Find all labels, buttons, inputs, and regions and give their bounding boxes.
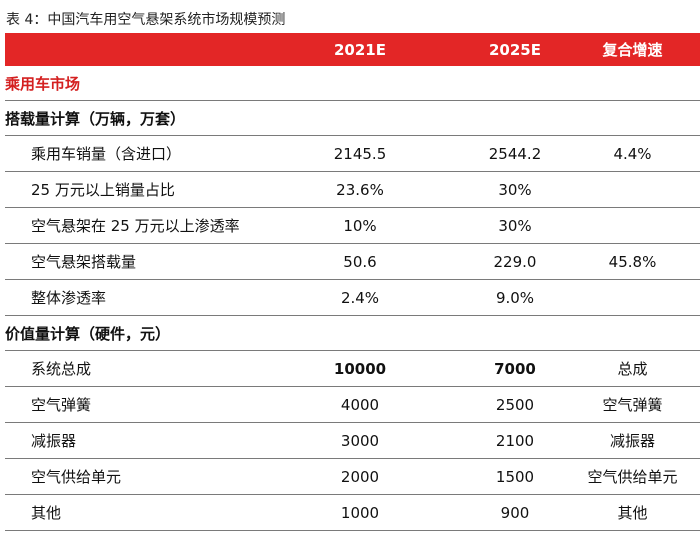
value-2021e: 50.6 bbox=[343, 252, 377, 271]
table-header-row: 2021E 2025E 复合增速 bbox=[5, 33, 700, 66]
value-2021e: 2.4% bbox=[340, 288, 380, 307]
table-row: 乘用车销量（含进口） 2145.5 2544.2 4.4% bbox=[5, 136, 700, 172]
table-row: 空气供给单元 2000 1500 空气供给单元 bbox=[5, 459, 700, 495]
section-row-value-calc: 价值量计算（硬件，元） bbox=[5, 316, 700, 351]
value-2025e: 30% bbox=[498, 180, 532, 199]
table-row: 整体渗透率 2.4% 9.0% bbox=[5, 280, 700, 316]
value-2021e: 10% bbox=[343, 216, 377, 235]
table-row: 空气悬架在 25 万元以上渗透率 10% 30% bbox=[5, 208, 700, 244]
value-2021e: 2000 bbox=[340, 467, 380, 486]
value-note: 总成 bbox=[617, 360, 648, 378]
value-cagr bbox=[565, 280, 700, 315]
table-row: 空气弹簧 4000 2500 空气弹簧 bbox=[5, 387, 700, 423]
row-label: 减振器 bbox=[31, 432, 77, 450]
row-label: 整体渗透率 bbox=[31, 289, 107, 307]
table-row: 空气悬架搭载量 50.6 229.0 45.8% bbox=[5, 244, 700, 280]
value-note: 减振器 bbox=[609, 432, 655, 450]
value-cagr bbox=[565, 172, 700, 207]
value-2025e: 2544.2 bbox=[488, 144, 542, 163]
value-2021e: 10000 bbox=[333, 359, 387, 378]
table-row: 其他 1000 900 其他 bbox=[5, 495, 700, 531]
section-title-value-calc: 价值量计算（硬件，元） bbox=[5, 324, 171, 343]
value-2021e: 3000 bbox=[340, 431, 380, 450]
section-title-passenger-market: 乘用车市场 bbox=[5, 74, 81, 93]
value-2025e: 900 bbox=[500, 503, 530, 522]
section-title-volume-calc: 搭载量计算（万辆，万套） bbox=[5, 109, 186, 128]
row-label: 25 万元以上销量占比 bbox=[31, 181, 175, 199]
row-label: 空气悬架在 25 万元以上渗透率 bbox=[31, 217, 240, 235]
market-forecast-table: 2021E 2025E 复合增速 乘用车市场 搭载量计算（万辆，万套） 乘用车销… bbox=[5, 33, 700, 531]
table-row: 系统总成 10000 7000 总成 bbox=[5, 351, 700, 387]
value-cagr: 4.4% bbox=[613, 144, 652, 163]
value-cagr bbox=[565, 208, 700, 243]
value-2025e: 2500 bbox=[495, 395, 535, 414]
value-2025e: 1500 bbox=[495, 467, 535, 486]
value-2025e: 9.0% bbox=[495, 288, 535, 307]
header-2025e: 2025E bbox=[489, 40, 541, 59]
section-row-volume-calc: 搭载量计算（万辆，万套） bbox=[5, 101, 700, 136]
row-label: 空气悬架搭载量 bbox=[31, 253, 137, 271]
row-label: 乘用车销量（含进口） bbox=[31, 145, 182, 163]
table-row: 25 万元以上销量占比 23.6% 30% bbox=[5, 172, 700, 208]
row-label: 空气供给单元 bbox=[31, 468, 122, 486]
value-2021e: 23.6% bbox=[336, 180, 384, 199]
header-2021e: 2021E bbox=[334, 40, 386, 59]
value-2025e: 30% bbox=[498, 216, 532, 235]
value-2021e: 4000 bbox=[340, 395, 380, 414]
row-label: 其他 bbox=[31, 504, 62, 522]
table-row: 减振器 3000 2100 减振器 bbox=[5, 423, 700, 459]
value-2025e: 229.0 bbox=[493, 252, 537, 271]
row-label: 系统总成 bbox=[31, 360, 92, 378]
table-caption: 表 4：中国汽车用空气悬架系统市场规模预测 bbox=[6, 12, 286, 28]
row-label: 空气弹簧 bbox=[31, 396, 92, 414]
value-2025e: 7000 bbox=[494, 359, 536, 378]
value-2025e: 2100 bbox=[495, 431, 535, 450]
value-note: 空气弹簧 bbox=[602, 396, 663, 414]
section-row-passenger-market: 乘用车市场 bbox=[5, 66, 700, 101]
value-note: 空气供给单元 bbox=[587, 468, 678, 486]
header-cagr: 复合增速 bbox=[602, 41, 663, 59]
value-note: 其他 bbox=[617, 504, 648, 522]
value-2021e: 2145.5 bbox=[333, 144, 387, 163]
value-2021e: 1000 bbox=[340, 503, 380, 522]
value-cagr: 45.8% bbox=[608, 252, 657, 271]
